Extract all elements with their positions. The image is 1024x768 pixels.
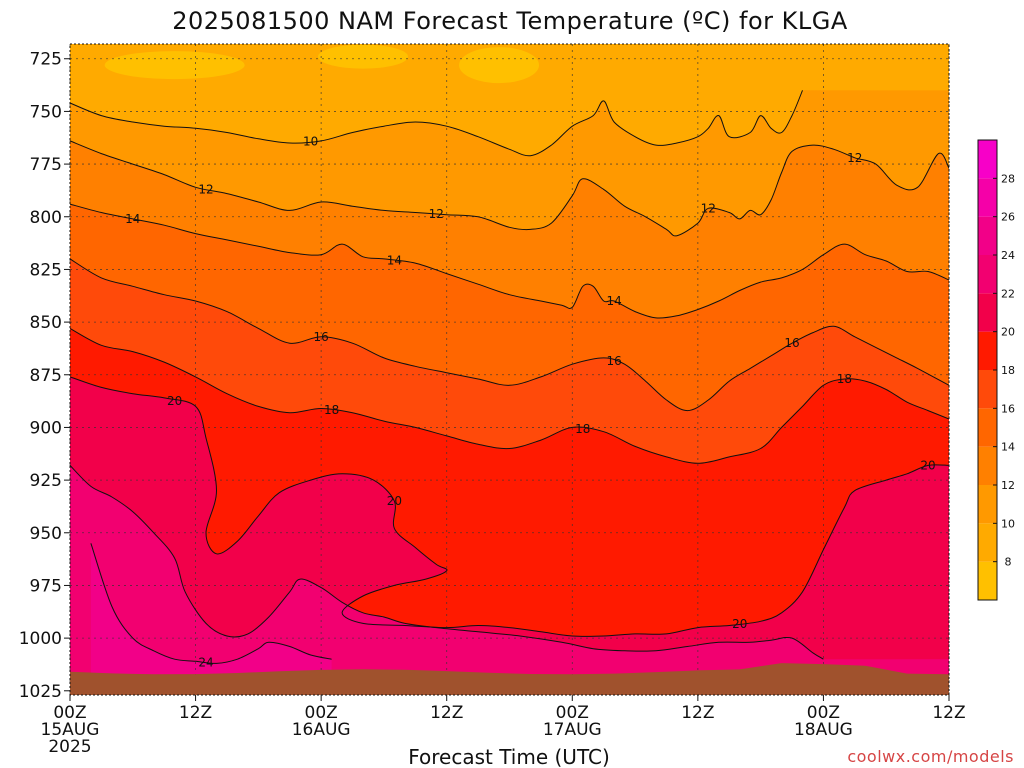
isotherm-labels: 10 12 12 12 12 14 14 14 16 16 16 18 18 18 20 20 20 20 24	[125, 135, 936, 670]
isotherm-line-18	[69, 327, 950, 464]
isotherm-label: 18	[575, 422, 590, 436]
x-tick-label: 12Z	[179, 703, 212, 723]
isotherm-line-12	[69, 140, 950, 237]
x-tick-label: 12Z	[681, 703, 714, 723]
colorbar-band	[978, 255, 997, 294]
y-tick-label: 775	[30, 155, 62, 175]
isotherm-line-14	[69, 203, 950, 319]
y-tick-label: 800	[30, 208, 62, 228]
isotherm-label: 12	[701, 201, 716, 215]
isotherm-label: 14	[607, 294, 622, 308]
isotherm-label: 14	[125, 212, 140, 226]
isotherm-label: 18	[324, 403, 339, 417]
isotherm-label: 20	[732, 617, 747, 631]
colorbar-label: 14	[1001, 441, 1015, 454]
colorbar-label: 28	[1001, 172, 1015, 185]
chart-title: 2025081500 NAM Forecast Temperature (ºC)…	[172, 7, 848, 35]
isotherm-line-24	[90, 543, 332, 664]
isotherm-label: 12	[198, 182, 213, 196]
x-tick-label: 00Z	[305, 703, 338, 723]
y-tick-label: 1025	[19, 682, 62, 702]
colorbar-band	[978, 370, 997, 409]
colorbar-band	[978, 293, 997, 332]
isotherm-label: 10	[303, 135, 318, 149]
y-tick-label: 750	[30, 102, 62, 122]
colorbar-band	[978, 561, 997, 600]
ground-surface	[70, 663, 949, 695]
y-tick-label: 850	[30, 313, 62, 333]
x-tick-label: 15AUG	[41, 720, 100, 740]
colorbar-band	[978, 485, 997, 524]
isotherm-label: 16	[784, 336, 799, 350]
y-tick-label: 925	[30, 471, 62, 491]
band-pocket-8	[104, 51, 245, 80]
colorbar-label: 8	[1005, 556, 1012, 569]
plot-area: 10 12 12 12 12 14 14 14 16 16 16 18 18 18 20 20 20 20 24	[69, 43, 950, 696]
x-tick-label: 18AUG	[794, 720, 853, 740]
colorbar-label: 26	[1001, 211, 1015, 224]
isotherm-label: 20	[167, 394, 182, 408]
temperature-bands	[70, 44, 949, 696]
credit-text: coolwx.com/models	[847, 747, 1014, 766]
colorbar-band	[978, 408, 997, 447]
colorbar-band	[978, 331, 997, 370]
band-pocket-8	[459, 47, 540, 84]
x-tick-label: 00Z	[807, 703, 840, 723]
colorbar-legend: 8 10 12 14 16 18 20 22 24 26 28	[977, 139, 1015, 601]
pressure-axis: 725 750 775 800 825 850 875 900 925 950 975 1000 102…	[19, 50, 70, 702]
colorbar-label: 10	[1001, 517, 1015, 530]
isotherm-label: 14	[387, 253, 402, 267]
colorbar-band	[978, 523, 997, 562]
isotherm-label: 16	[607, 354, 622, 368]
y-tick-label: 725	[30, 50, 62, 70]
colorbar-band	[978, 446, 997, 485]
isotherm-line-16	[69, 258, 950, 412]
colorbar-band	[978, 216, 997, 255]
x-tick-label: 12Z	[932, 703, 965, 723]
y-tick-label: 900	[30, 418, 62, 438]
plot-frame	[69, 43, 950, 696]
colorbar-label: 18	[1001, 364, 1015, 377]
x-tick-label: 00Z	[53, 703, 86, 723]
colorbar-label: 16	[1001, 402, 1015, 415]
isotherm-lines	[69, 90, 950, 664]
isotherm-line-22	[69, 465, 824, 660]
colorbar-label: 24	[1001, 249, 1015, 262]
isotherm-label: 18	[837, 372, 852, 386]
colorbar-label: 20	[1001, 326, 1015, 339]
x-tick-label: 12Z	[430, 703, 463, 723]
x-axis-title: Forecast Time (UTC)	[408, 745, 610, 768]
isotherm-line-20	[69, 376, 950, 637]
x-tick-label: 00Z	[556, 703, 589, 723]
y-tick-label: 875	[30, 366, 62, 386]
isotherm-label: 12	[847, 151, 862, 165]
colorbar-label: 22	[1001, 287, 1015, 300]
isotherm-label: 20	[387, 494, 402, 508]
isotherm-label: 12	[429, 207, 444, 221]
colorbar-label: 12	[1001, 479, 1015, 492]
colorbar-band	[978, 178, 997, 217]
y-tick-label: 975	[30, 576, 62, 596]
y-tick-label: 950	[30, 524, 62, 544]
band-pocket-8	[318, 44, 408, 69]
isotherm-label: 24	[198, 655, 213, 669]
isotherm-line-10	[69, 90, 803, 157]
x-tick-label: 17AUG	[543, 720, 602, 740]
colorbar-band	[978, 140, 997, 179]
y-tick-label: 825	[30, 260, 62, 280]
grid-lines	[69, 44, 950, 695]
x-tick-label: 16AUG	[292, 720, 351, 740]
isotherm-label: 20	[920, 458, 935, 472]
isotherm-label: 16	[314, 330, 329, 344]
band-fill-24	[90, 543, 332, 695]
x-tick-label: 2025	[48, 737, 91, 757]
band-fill-22	[70, 465, 949, 695]
y-tick-label: 1000	[19, 629, 62, 649]
